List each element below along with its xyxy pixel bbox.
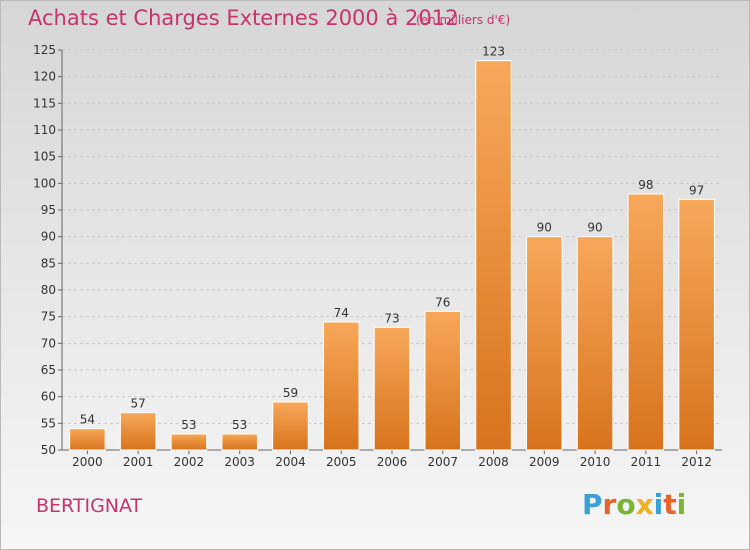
chart-subtitle: (en milliers d'€) [416, 13, 511, 27]
bar [424, 310, 462, 451]
bar [475, 60, 512, 451]
data-label: 53 [181, 418, 196, 432]
x-tick-label: 2010 [580, 455, 611, 469]
x-tick-label: 2003 [224, 455, 255, 469]
x-tick-label: 2005 [326, 455, 357, 469]
x-tick-label: 2006 [377, 455, 408, 469]
data-label: 76 [435, 295, 450, 309]
x-tick-label: 2011 [631, 455, 662, 469]
bar [272, 401, 309, 451]
logo-letter: o [616, 488, 636, 521]
bar-layer [69, 60, 715, 451]
data-label: 90 [537, 221, 552, 235]
proxiti-logo[interactable]: Proxiti [582, 488, 686, 521]
y-tick-label: 70 [41, 336, 56, 350]
bar [373, 326, 411, 451]
y-tick-label: 75 [41, 310, 56, 324]
logo-letter: P [582, 488, 603, 521]
data-label: 73 [384, 311, 399, 325]
y-tick-label: 65 [41, 363, 56, 377]
y-tick-label: 80 [41, 283, 56, 297]
y-tick-label: 85 [41, 256, 56, 270]
y-tick-label: 95 [41, 203, 56, 217]
logo-letter: i [676, 488, 687, 521]
data-label: 53 [232, 418, 247, 432]
y-tick-label: 125 [33, 43, 56, 57]
y-tick-label: 60 [41, 390, 56, 404]
bar [526, 236, 563, 451]
data-label: 57 [131, 397, 146, 411]
commune-name: BERTIGNAT [36, 495, 143, 517]
data-label: 74 [334, 306, 349, 320]
logo-letter: x [635, 488, 654, 521]
x-tick-label: 2004 [275, 455, 306, 469]
bar [170, 433, 208, 451]
x-tick-label: 2000 [72, 455, 103, 469]
y-tick-label: 110 [33, 123, 56, 137]
data-label: 59 [283, 386, 298, 400]
y-tick-label: 100 [33, 176, 56, 190]
x-tick-label: 2007 [427, 455, 458, 469]
bar [322, 321, 360, 451]
data-label: 123 [482, 45, 505, 59]
logo-letter: i [653, 488, 664, 521]
bar [119, 412, 157, 451]
y-tick-label: 50 [41, 443, 56, 457]
y-tick-label: 90 [41, 230, 56, 244]
data-label: 90 [587, 221, 602, 235]
x-tick-label: 2002 [174, 455, 205, 469]
bar [627, 193, 665, 451]
data-label: 54 [80, 413, 95, 427]
x-tick-label: 2012 [681, 455, 712, 469]
y-tick-label: 115 [33, 96, 56, 110]
label-layer: 54 57 53 53 59 74 73 76 123 90 90 98 97 [80, 45, 705, 432]
bar [678, 198, 715, 451]
logo-letter: t [663, 488, 677, 521]
y-tick-label: 105 [33, 150, 56, 164]
y-tick-label: 120 [33, 70, 56, 84]
y-tick-label: 55 [41, 416, 56, 430]
x-tick-label: 2009 [529, 455, 560, 469]
x-tick-label: 2008 [478, 455, 509, 469]
bar [221, 433, 258, 451]
x-tick-label: 2001 [123, 455, 154, 469]
chart-title: Achats et Charges Externes 2000 à 2012 [28, 6, 459, 30]
bar [69, 428, 106, 451]
logo-letter: r [602, 488, 617, 521]
bar [576, 236, 614, 451]
data-label: 97 [689, 183, 704, 197]
data-label: 98 [638, 178, 653, 192]
